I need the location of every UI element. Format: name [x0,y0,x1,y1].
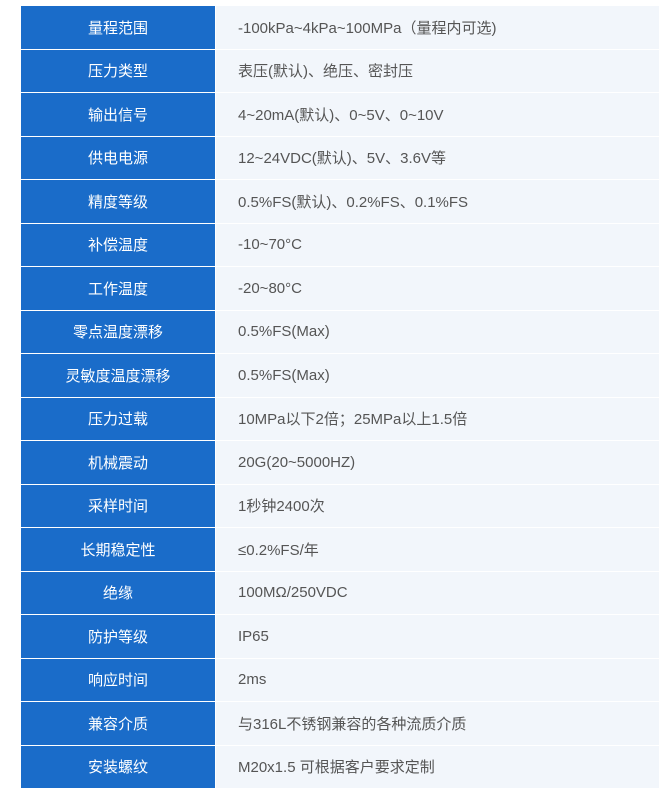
spec-label: 采样时间 [21,484,216,528]
spec-label: 兼容介质 [21,702,216,746]
table-row: 供电电源12~24VDC(默认)、5V、3.6V等 [21,136,660,180]
spec-value: 100MΩ/250VDC [216,571,660,615]
spec-label: 绝缘 [21,571,216,615]
spec-label: 供电电源 [21,136,216,180]
table-row: 量程范围-100kPa~4kPa~100MPa（量程内可选) [21,6,660,50]
spec-label: 输出信号 [21,93,216,137]
spec-label: 防护等级 [21,615,216,659]
spec-value: 0.5%FS(Max) [216,310,660,354]
table-row: 输出信号4~20mA(默认)、0~5V、0~10V [21,93,660,137]
spec-value: 1秒钟2400次 [216,484,660,528]
spec-table-body: 量程范围-100kPa~4kPa~100MPa（量程内可选)压力类型表压(默认)… [21,6,660,789]
table-row: 安装螺纹M20x1.5 可根据客户要求定制 [21,745,660,789]
spec-label: 量程范围 [21,6,216,50]
table-row: 零点温度漂移0.5%FS(Max) [21,310,660,354]
spec-value: -100kPa~4kPa~100MPa（量程内可选) [216,6,660,50]
spec-label: 压力过载 [21,397,216,441]
table-row: 补偿温度-10~70°C [21,223,660,267]
spec-value: ≤0.2%FS/年 [216,528,660,572]
spec-label: 响应时间 [21,658,216,702]
spec-value: 表压(默认)、绝压、密封压 [216,49,660,93]
table-row: 压力类型表压(默认)、绝压、密封压 [21,49,660,93]
spec-label: 工作温度 [21,267,216,311]
spec-label: 精度等级 [21,180,216,224]
spec-value: 4~20mA(默认)、0~5V、0~10V [216,93,660,137]
table-row: 长期稳定性≤0.2%FS/年 [21,528,660,572]
spec-label: 灵敏度温度漂移 [21,354,216,398]
table-row: 防护等级IP65 [21,615,660,659]
table-row: 压力过载10MPa以下2倍；25MPa以上1.5倍 [21,397,660,441]
spec-value: 0.5%FS(Max) [216,354,660,398]
spec-value: M20x1.5 可根据客户要求定制 [216,745,660,789]
spec-table: 量程范围-100kPa~4kPa~100MPa（量程内可选)压力类型表压(默认)… [20,5,660,789]
spec-value: -10~70°C [216,223,660,267]
spec-label: 补偿温度 [21,223,216,267]
spec-label: 安装螺纹 [21,745,216,789]
spec-label: 机械震动 [21,441,216,485]
table-row: 绝缘100MΩ/250VDC [21,571,660,615]
spec-value: 12~24VDC(默认)、5V、3.6V等 [216,136,660,180]
table-row: 采样时间1秒钟2400次 [21,484,660,528]
table-row: 兼容介质与316L不锈钢兼容的各种流质介质 [21,702,660,746]
spec-value: -20~80°C [216,267,660,311]
table-row: 灵敏度温度漂移0.5%FS(Max) [21,354,660,398]
spec-value: 10MPa以下2倍；25MPa以上1.5倍 [216,397,660,441]
spec-value: IP65 [216,615,660,659]
spec-label: 压力类型 [21,49,216,93]
spec-value: 与316L不锈钢兼容的各种流质介质 [216,702,660,746]
table-row: 响应时间2ms [21,658,660,702]
spec-value: 0.5%FS(默认)、0.2%FS、0.1%FS [216,180,660,224]
table-row: 机械震动20G(20~5000HZ) [21,441,660,485]
spec-value: 20G(20~5000HZ) [216,441,660,485]
spec-value: 2ms [216,658,660,702]
table-row: 工作温度-20~80°C [21,267,660,311]
spec-label: 零点温度漂移 [21,310,216,354]
spec-label: 长期稳定性 [21,528,216,572]
table-row: 精度等级0.5%FS(默认)、0.2%FS、0.1%FS [21,180,660,224]
